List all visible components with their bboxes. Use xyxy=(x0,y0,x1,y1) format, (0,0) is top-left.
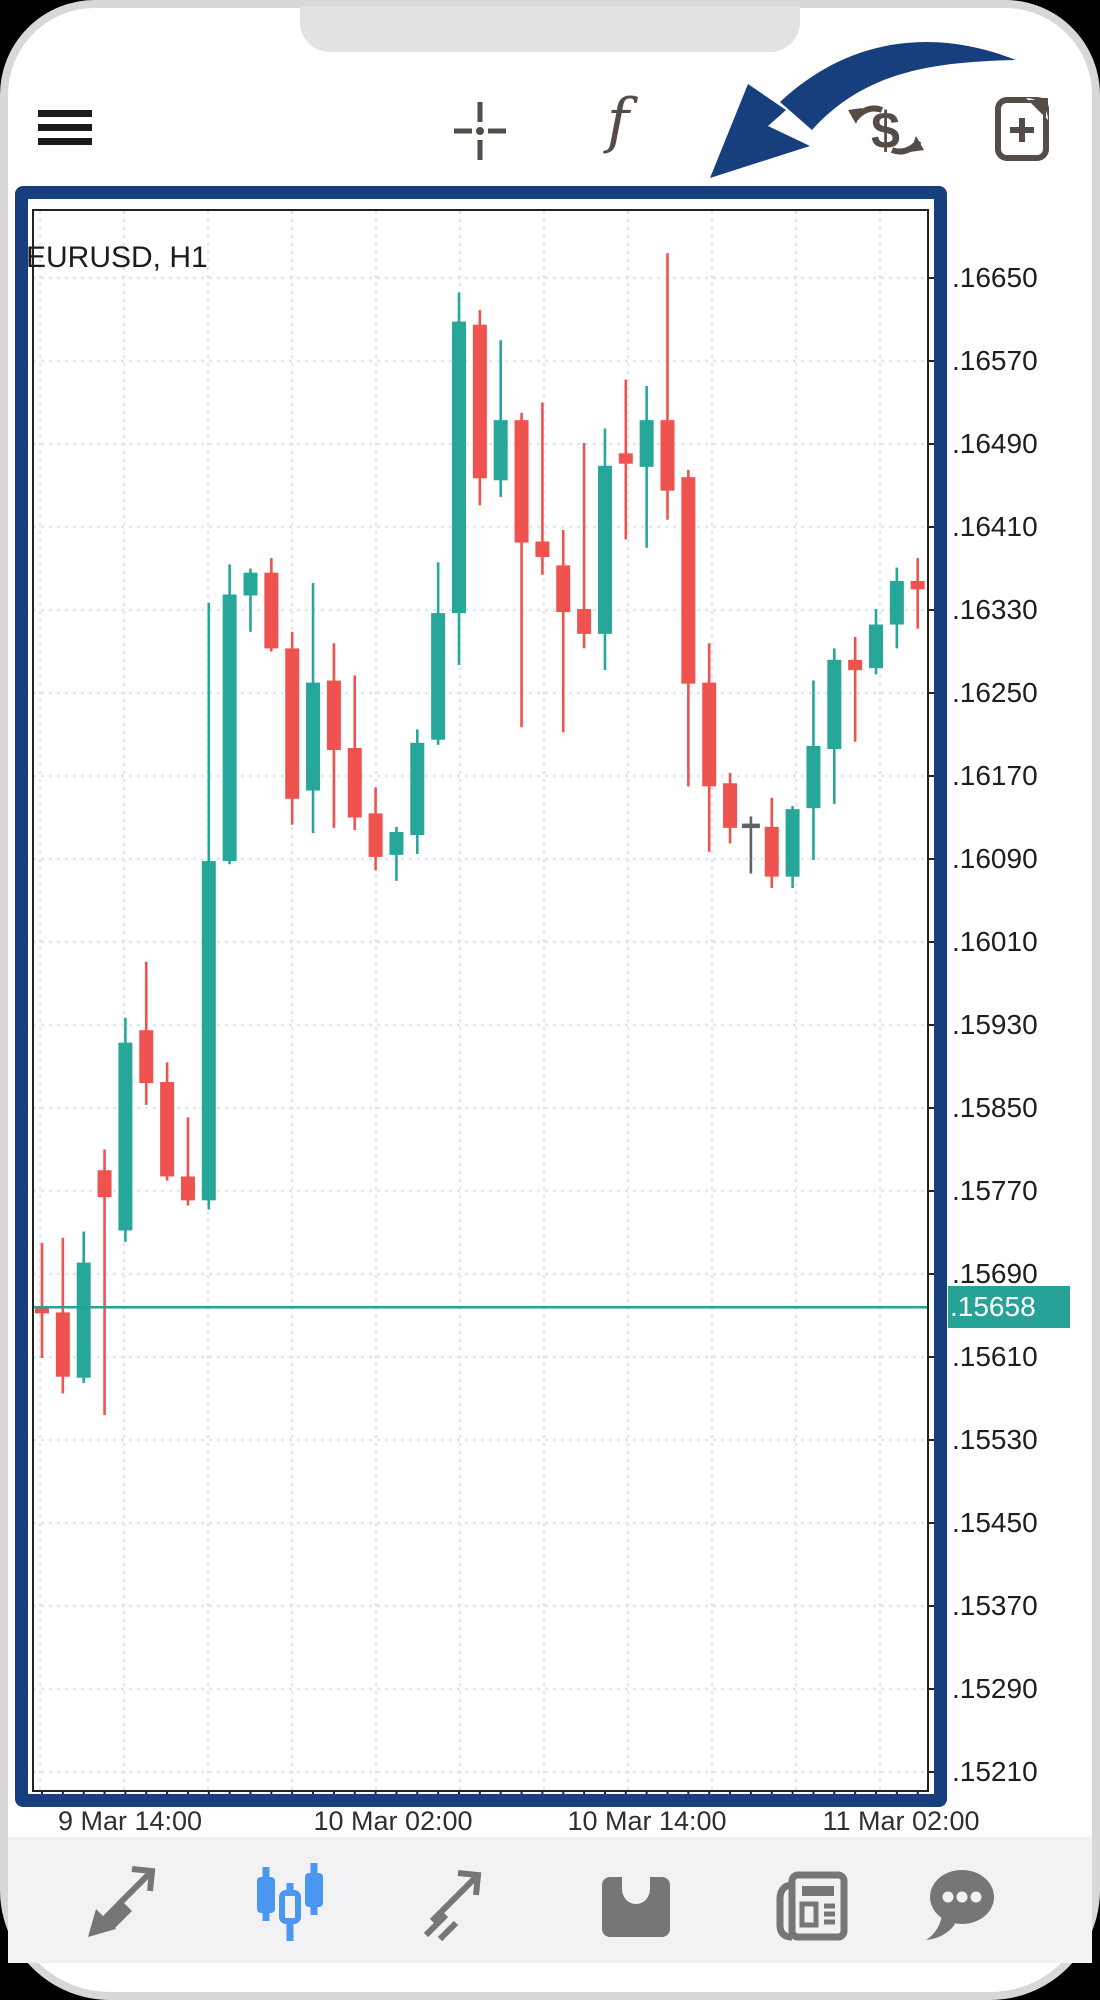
indicators-function-icon[interactable]: f xyxy=(606,86,630,156)
candle-body xyxy=(285,648,300,799)
price-axis-label: .16650 xyxy=(952,262,1038,293)
candle-body xyxy=(577,608,592,634)
candle-body xyxy=(139,1030,154,1084)
price-axis-label: .16570 xyxy=(952,345,1038,376)
time-axis-label: 10 Mar 14:00 xyxy=(567,1806,727,1836)
price-axis-label: .15850 xyxy=(952,1092,1038,1123)
new-order-icon[interactable] xyxy=(994,96,1050,162)
candle-body xyxy=(55,1312,70,1377)
candle-body xyxy=(869,624,883,669)
price-axis-label: .16250 xyxy=(952,677,1038,708)
candle-body xyxy=(764,826,779,877)
candle-body xyxy=(723,783,738,828)
nav-history-icon[interactable] xyxy=(592,1855,680,1943)
menu-icon[interactable] xyxy=(38,110,92,148)
annotation-arrow-icon xyxy=(710,41,1016,178)
price-axis-label: .15930 xyxy=(952,1009,1038,1040)
candle-body xyxy=(806,745,821,809)
candle-body xyxy=(910,580,925,590)
candle-body xyxy=(76,1262,91,1378)
candle-body xyxy=(306,682,321,791)
price-axis-label: .15290 xyxy=(952,1673,1038,1704)
candle-body xyxy=(827,659,842,750)
candle-body xyxy=(472,324,487,479)
candle-body xyxy=(410,742,425,836)
candle-body xyxy=(243,572,258,596)
candle-body xyxy=(201,861,216,1201)
candle-body xyxy=(118,1042,133,1231)
price-axis-label: .16170 xyxy=(952,760,1038,791)
candle-body xyxy=(97,1170,112,1198)
candle-body xyxy=(681,477,696,684)
candle-body xyxy=(326,680,341,751)
candle-body xyxy=(848,659,863,671)
nav-quotes-icon[interactable] xyxy=(74,1855,162,1943)
price-axis-label: .16090 xyxy=(952,843,1038,874)
currency-exchange-icon[interactable]: $ xyxy=(846,96,926,164)
candle-body xyxy=(452,321,466,614)
price-axis-label: .16410 xyxy=(952,511,1038,542)
price-axis-label: .16490 xyxy=(952,428,1038,459)
time-axis-label: 11 Mar 02:00 xyxy=(822,1806,980,1836)
phone-notch xyxy=(300,6,800,52)
price-axis-label: .15690 xyxy=(952,1258,1038,1289)
candle-body xyxy=(160,1082,175,1177)
candle-body xyxy=(347,747,362,818)
candle-body xyxy=(785,809,800,877)
annotation-highlight-box xyxy=(15,186,947,1807)
nav-charts-icon[interactable] xyxy=(246,1855,334,1943)
nav-trade-icon[interactable] xyxy=(416,1855,504,1943)
nav-messages-icon[interactable] xyxy=(916,1855,1004,1943)
candle-body xyxy=(493,420,508,481)
bottom-nav-bar xyxy=(8,1837,1092,1963)
candle-body xyxy=(264,572,279,649)
candle-body xyxy=(514,420,529,543)
price-axis-label: .15770 xyxy=(952,1175,1038,1206)
candle-body xyxy=(222,594,237,862)
price-axis-label: .16330 xyxy=(952,594,1038,625)
price-axis-label: .15210 xyxy=(952,1756,1038,1787)
time-axis-label: 10 Mar 02:00 xyxy=(313,1806,473,1836)
candle-body xyxy=(535,541,550,558)
candle-body xyxy=(368,813,383,857)
candle-body xyxy=(702,682,717,787)
candle-body xyxy=(180,1176,195,1201)
price-axis-label: .15450 xyxy=(952,1507,1038,1538)
current-price-badge: .15658 xyxy=(948,1286,1070,1328)
nav-news-icon[interactable] xyxy=(768,1855,856,1943)
candle-body xyxy=(618,453,633,464)
price-axis-label: .16010 xyxy=(952,926,1038,957)
candle-body xyxy=(556,565,571,613)
candle-body xyxy=(389,832,404,855)
candle-body xyxy=(660,420,675,491)
candle-body xyxy=(431,613,446,740)
candle-body xyxy=(889,580,904,625)
time-axis-label: 9 Mar 14:00 xyxy=(57,1806,203,1836)
price-axis-label: .15370 xyxy=(952,1590,1038,1621)
candle-body xyxy=(35,1308,49,1314)
candle-body xyxy=(597,465,612,634)
crosshair-icon[interactable] xyxy=(452,100,510,162)
symbol-timeframe-label: EURUSD, H1 xyxy=(26,241,208,274)
price-axis-label: .15530 xyxy=(952,1424,1038,1455)
candle-doji-bar xyxy=(741,823,760,829)
candle-body xyxy=(639,420,654,467)
price-axis-label: .15610 xyxy=(952,1341,1038,1372)
